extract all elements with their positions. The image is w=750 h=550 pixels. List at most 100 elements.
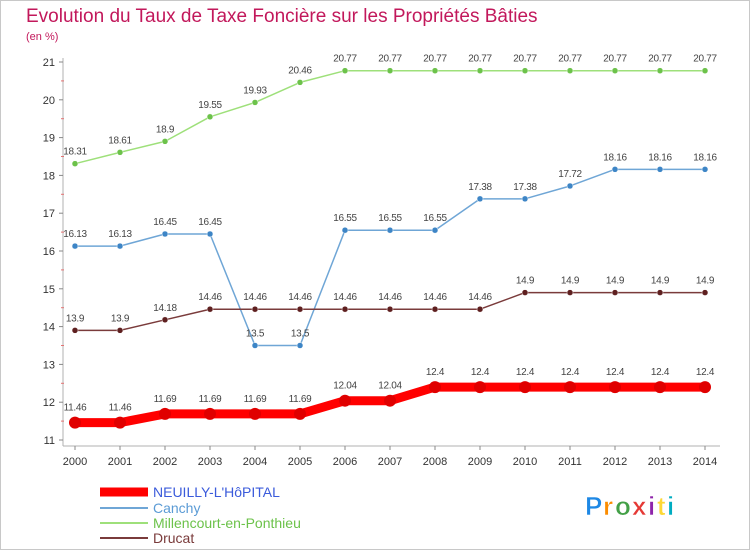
x-tick-label: 2005 — [288, 456, 312, 468]
data-label: 12.4 — [471, 367, 490, 378]
data-label: 13.9 — [66, 313, 85, 324]
axes: 11 12 13 14 15 16 17 18 19 20 21 2000 2001 2002 2003 20… — [43, 57, 720, 468]
data-label: 14.9 — [651, 276, 670, 287]
data-point — [566, 182, 574, 190]
data-point — [521, 195, 529, 203]
x-tick-label: 2004 — [243, 456, 267, 468]
data-point — [431, 305, 439, 313]
data-point — [71, 242, 79, 250]
series-labels: 16.13 16.13 16.45 16.45 13.5 13.5 16.55 16.55 16… — [63, 54, 718, 414]
data-point — [204, 407, 216, 420]
x-tick-label: 2014 — [693, 456, 717, 468]
data-label: 14.9 — [516, 276, 535, 287]
data-point — [71, 160, 79, 167]
logo-letter: i — [667, 491, 675, 521]
data-point — [251, 305, 259, 313]
data-point — [474, 381, 486, 394]
data-point — [159, 407, 171, 420]
data-point — [701, 166, 709, 173]
data-point — [116, 242, 124, 250]
data-point — [476, 195, 484, 203]
data-point — [296, 305, 304, 313]
data-point — [294, 407, 306, 420]
x-tick-label: 2010 — [513, 456, 537, 468]
data-point — [69, 416, 81, 429]
x-tick-label: 2006 — [333, 456, 357, 468]
data-point — [429, 381, 441, 394]
data-point — [341, 67, 349, 74]
logo-letter: i — [648, 491, 656, 521]
x-tick-label: 2002 — [153, 456, 177, 468]
y-tick-label: 11 — [44, 435, 55, 447]
data-label: 16.13 — [108, 229, 132, 240]
data-label: 12.04 — [333, 381, 357, 392]
x-tick-label: 2000 — [63, 456, 87, 468]
x-tick-label: 2007 — [378, 456, 402, 468]
data-point — [206, 305, 214, 313]
data-point — [161, 316, 169, 324]
data-point — [161, 230, 169, 238]
y-tick-label: 12 — [43, 397, 55, 409]
x-tick-label: 2012 — [603, 456, 627, 468]
data-label: 13.5 — [291, 329, 310, 340]
logo-letter: r — [603, 491, 614, 521]
y-tick-label: 17 — [43, 208, 55, 220]
data-point — [249, 407, 261, 420]
data-label: 12.04 — [378, 381, 402, 392]
data-point — [701, 67, 709, 74]
data-label: 16.45 — [153, 217, 177, 228]
data-label: 12.4 — [696, 367, 715, 378]
x-tick-label: 2008 — [423, 456, 447, 468]
data-label: 18.16 — [648, 152, 672, 163]
data-label: 13.9 — [111, 313, 130, 324]
data-label: 14.46 — [243, 292, 267, 303]
data-point — [699, 381, 711, 394]
series-line — [74, 69, 706, 165]
data-point — [564, 381, 576, 394]
data-point — [431, 67, 439, 74]
data-label: 14.9 — [606, 276, 625, 287]
data-point — [611, 67, 619, 74]
data-point — [386, 305, 394, 313]
data-label: 19.93 — [243, 85, 267, 96]
data-label: 20.77 — [648, 54, 672, 65]
x-tick-label: 2013 — [648, 456, 672, 468]
data-point — [206, 230, 214, 238]
data-point — [611, 289, 619, 296]
data-label: 20.77 — [693, 54, 717, 65]
data-point — [386, 226, 394, 234]
data-label: 16.55 — [423, 213, 447, 224]
data-label: 17.72 — [558, 169, 582, 180]
data-point — [609, 381, 621, 394]
data-label: 17.38 — [468, 182, 492, 193]
data-label: 17.38 — [513, 182, 537, 193]
y-tick-label: 20 — [43, 95, 55, 107]
legend-label: Millencourt-en-Ponthieu — [153, 515, 301, 531]
x-tick-label: 2001 — [108, 456, 132, 468]
data-label: 16.55 — [333, 213, 357, 224]
data-point — [521, 67, 529, 74]
data-point — [519, 381, 531, 394]
data-point — [386, 67, 394, 74]
data-point — [476, 305, 484, 313]
data-point — [341, 305, 349, 313]
data-label: 12.4 — [516, 367, 535, 378]
data-label: 20.77 — [423, 54, 447, 65]
y-tick-label: 19 — [43, 133, 55, 145]
x-tick-label: 2011 — [558, 456, 582, 468]
data-label: 16.45 — [198, 217, 222, 228]
data-point — [296, 342, 304, 349]
data-label: 20.77 — [558, 54, 582, 65]
data-label: 14.9 — [561, 276, 580, 287]
data-point — [116, 149, 124, 156]
data-point — [654, 381, 666, 394]
data-point — [611, 166, 619, 173]
logo-letter: t — [657, 491, 667, 521]
data-point — [251, 342, 259, 349]
data-label: 20.77 — [378, 54, 402, 65]
data-label: 20.77 — [603, 54, 627, 65]
data-point — [656, 289, 664, 296]
legend-label: Canchy — [153, 500, 200, 516]
logo-letter: x — [632, 491, 647, 521]
data-label: 20.77 — [333, 54, 357, 65]
